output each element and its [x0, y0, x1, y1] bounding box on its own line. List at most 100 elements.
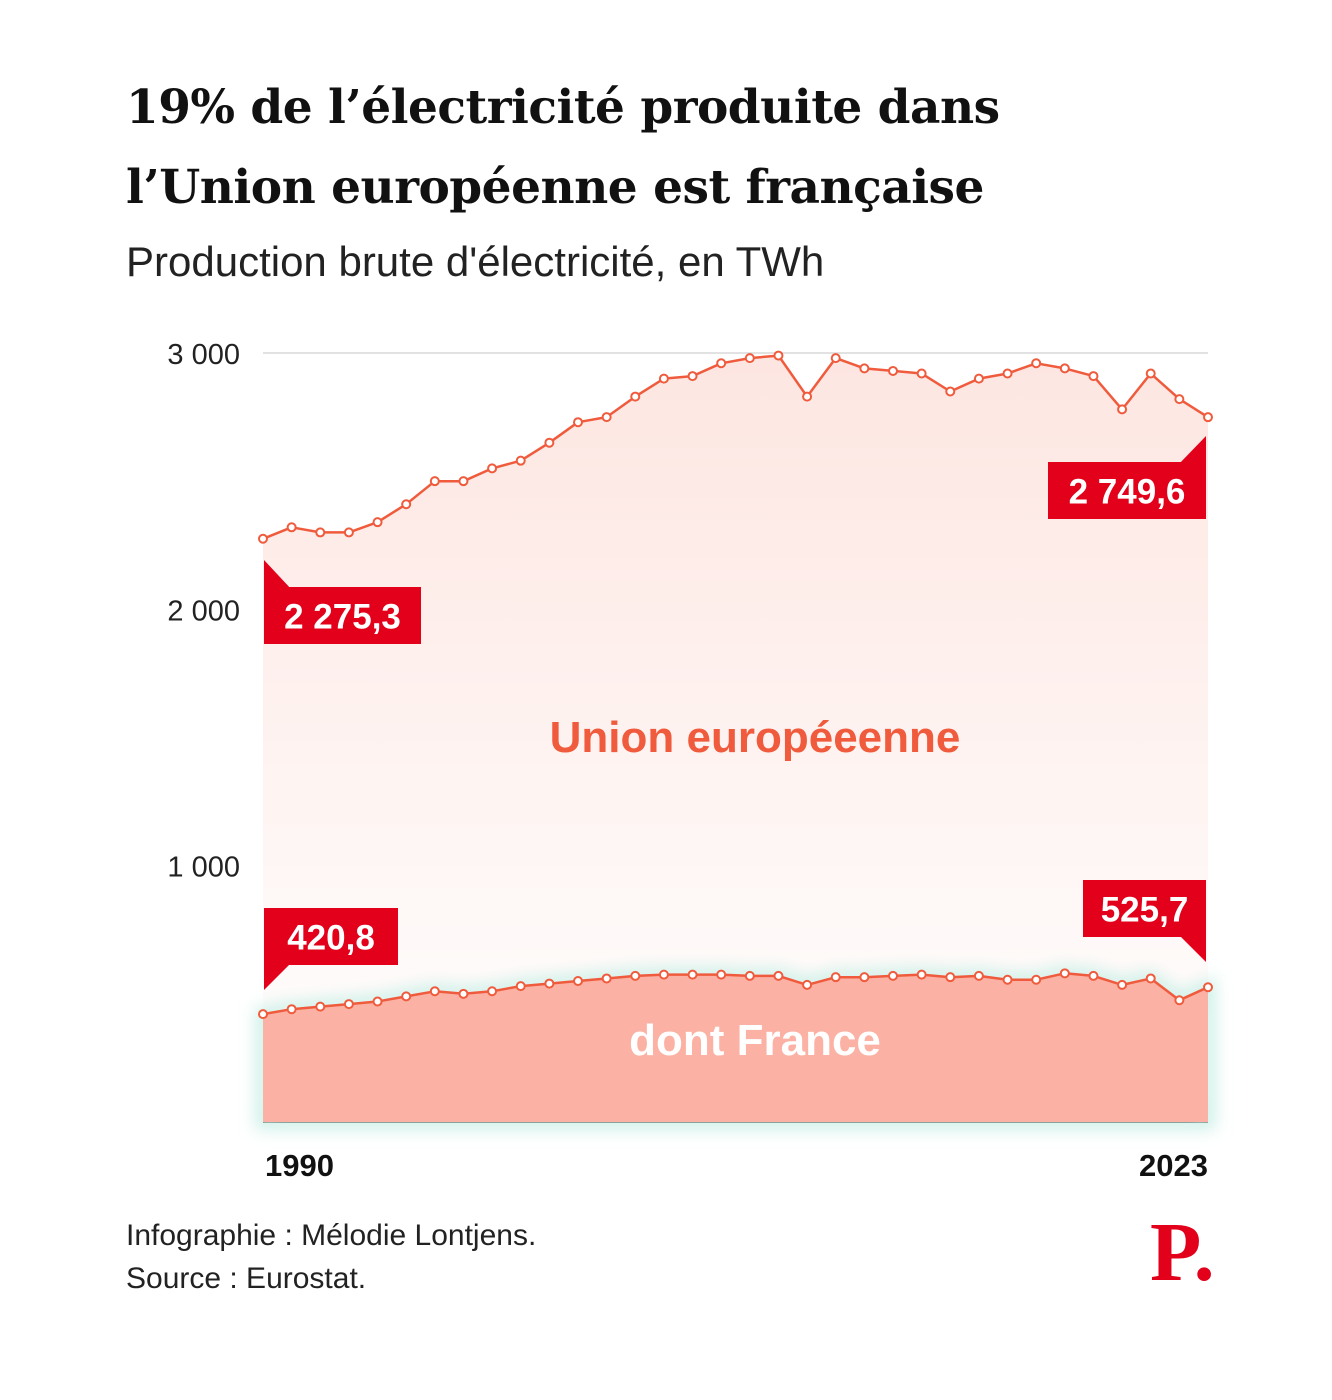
eu-point [343, 527, 354, 538]
eu-point [859, 363, 870, 374]
y-tick-label: 2 000 [167, 595, 240, 627]
france-point [315, 1001, 326, 1012]
publication-logo: P. [1150, 1206, 1215, 1299]
eu-point [258, 533, 268, 544]
france-point [258, 1009, 268, 1020]
france-point [343, 999, 354, 1010]
france-point [658, 969, 669, 980]
france-point [802, 979, 813, 990]
fr-end-label: 525,7 [1083, 880, 1206, 962]
eu-point [286, 522, 297, 533]
eu-point [1088, 371, 1099, 382]
eu-point [658, 373, 669, 384]
eu-end-label-box [1048, 462, 1206, 519]
infographic-credit: Infographie : Mélodie Lontjens. [126, 1219, 537, 1252]
eu-point [830, 353, 841, 364]
france-point [773, 970, 784, 981]
fr-start-label-box [264, 908, 398, 965]
eu-point [1031, 358, 1042, 369]
eu-start-label-pointer [264, 560, 292, 590]
france-area-label: dont France [629, 1016, 881, 1065]
chart-subtitle: Production brute d'électricité, en TWh [126, 238, 825, 285]
eu-end-label: 2 749,6 [1048, 436, 1206, 519]
fr-end-label-pointer [1178, 934, 1206, 962]
eu-point [315, 527, 326, 538]
france-point [1145, 973, 1156, 984]
france-point [601, 973, 612, 984]
eu-end-label-pointer [1178, 436, 1206, 465]
eu-point [973, 373, 984, 384]
eu-point [601, 412, 612, 423]
france-point [487, 986, 498, 997]
eu-point [1203, 412, 1213, 423]
france-point [1203, 982, 1213, 993]
chart-title: 19% de l’électricité produite dans l’Uni… [126, 68, 1126, 228]
eu-point [888, 365, 898, 376]
fr-end-label-text: 525,7 [1101, 891, 1189, 930]
eu-point [630, 391, 641, 402]
france-point [286, 1004, 297, 1015]
france-point [687, 969, 698, 980]
eu-start-label-text: 2 275,3 [284, 598, 401, 637]
france-point [716, 969, 727, 980]
france-point [888, 970, 898, 981]
france-point [1059, 968, 1070, 979]
france-point [372, 996, 383, 1007]
france-point [515, 981, 526, 992]
fr-start-label: 420,8 [264, 908, 398, 990]
eu-end-label-text: 2 749,6 [1069, 473, 1186, 512]
y-tick-label: 3 000 [167, 339, 240, 371]
eu-point [487, 463, 498, 474]
text-layer: 2 275,3 2 749,6 420,8 525,7 Union européeenn… [264, 436, 1208, 1183]
title-line-1: 19% de l’électricité produite dans [126, 80, 1000, 135]
france-point [973, 970, 984, 981]
france-point [573, 976, 583, 987]
source-credit: Source : Eurostat. [126, 1262, 367, 1295]
france-point [1031, 974, 1042, 985]
eu-point [1145, 368, 1156, 379]
eu-area [263, 355, 1208, 1123]
eu-point [515, 455, 526, 466]
france-point [1117, 979, 1128, 990]
eu-point [544, 437, 555, 448]
eu-point [573, 417, 583, 428]
x-tick-label: 1990 [265, 1148, 334, 1183]
france-point [429, 986, 440, 997]
france-point [945, 972, 956, 983]
eu-point [773, 350, 784, 361]
france-area [263, 973, 1208, 1122]
electricity-production-chart: 1 000 2 000 3 000 2 275,3 2 749,6 420,8 525,7… [167, 339, 1215, 1183]
eu-point [372, 517, 383, 528]
france-point [1002, 974, 1013, 985]
eu-line [262, 354, 1209, 540]
eu-point [429, 476, 440, 487]
eu-point [458, 476, 469, 487]
eu-point [945, 386, 956, 397]
eu-point [401, 499, 412, 510]
fr-end-label-box [1083, 880, 1206, 937]
france-point [630, 970, 641, 981]
eu-start-label-box [264, 587, 421, 644]
eu-start-label: 2 275,3 [264, 560, 421, 644]
france-line [262, 972, 1209, 1016]
eu-point [1174, 394, 1185, 405]
y-tick-label: 1 000 [167, 852, 240, 884]
france-point [916, 969, 927, 980]
eu-point [687, 371, 698, 382]
eu-point [1059, 363, 1070, 374]
fr-start-label-text: 420,8 [287, 919, 375, 958]
eu-point [744, 353, 755, 364]
eu-point [1117, 404, 1128, 415]
france-point [830, 972, 841, 983]
eu-point [802, 391, 813, 402]
france-point [859, 972, 870, 983]
france-point [744, 970, 755, 981]
title-line-2: l’Union européenne est française [126, 160, 984, 215]
credits: Infographie : Mélodie Lontjens. Source :… [126, 1214, 536, 1300]
france-point [544, 978, 555, 989]
france-point [1174, 995, 1185, 1006]
france-point [458, 988, 469, 999]
fr-start-label-pointer [264, 962, 292, 990]
france-point [1088, 970, 1099, 981]
eu-area-label: Union européeenne [550, 713, 961, 762]
